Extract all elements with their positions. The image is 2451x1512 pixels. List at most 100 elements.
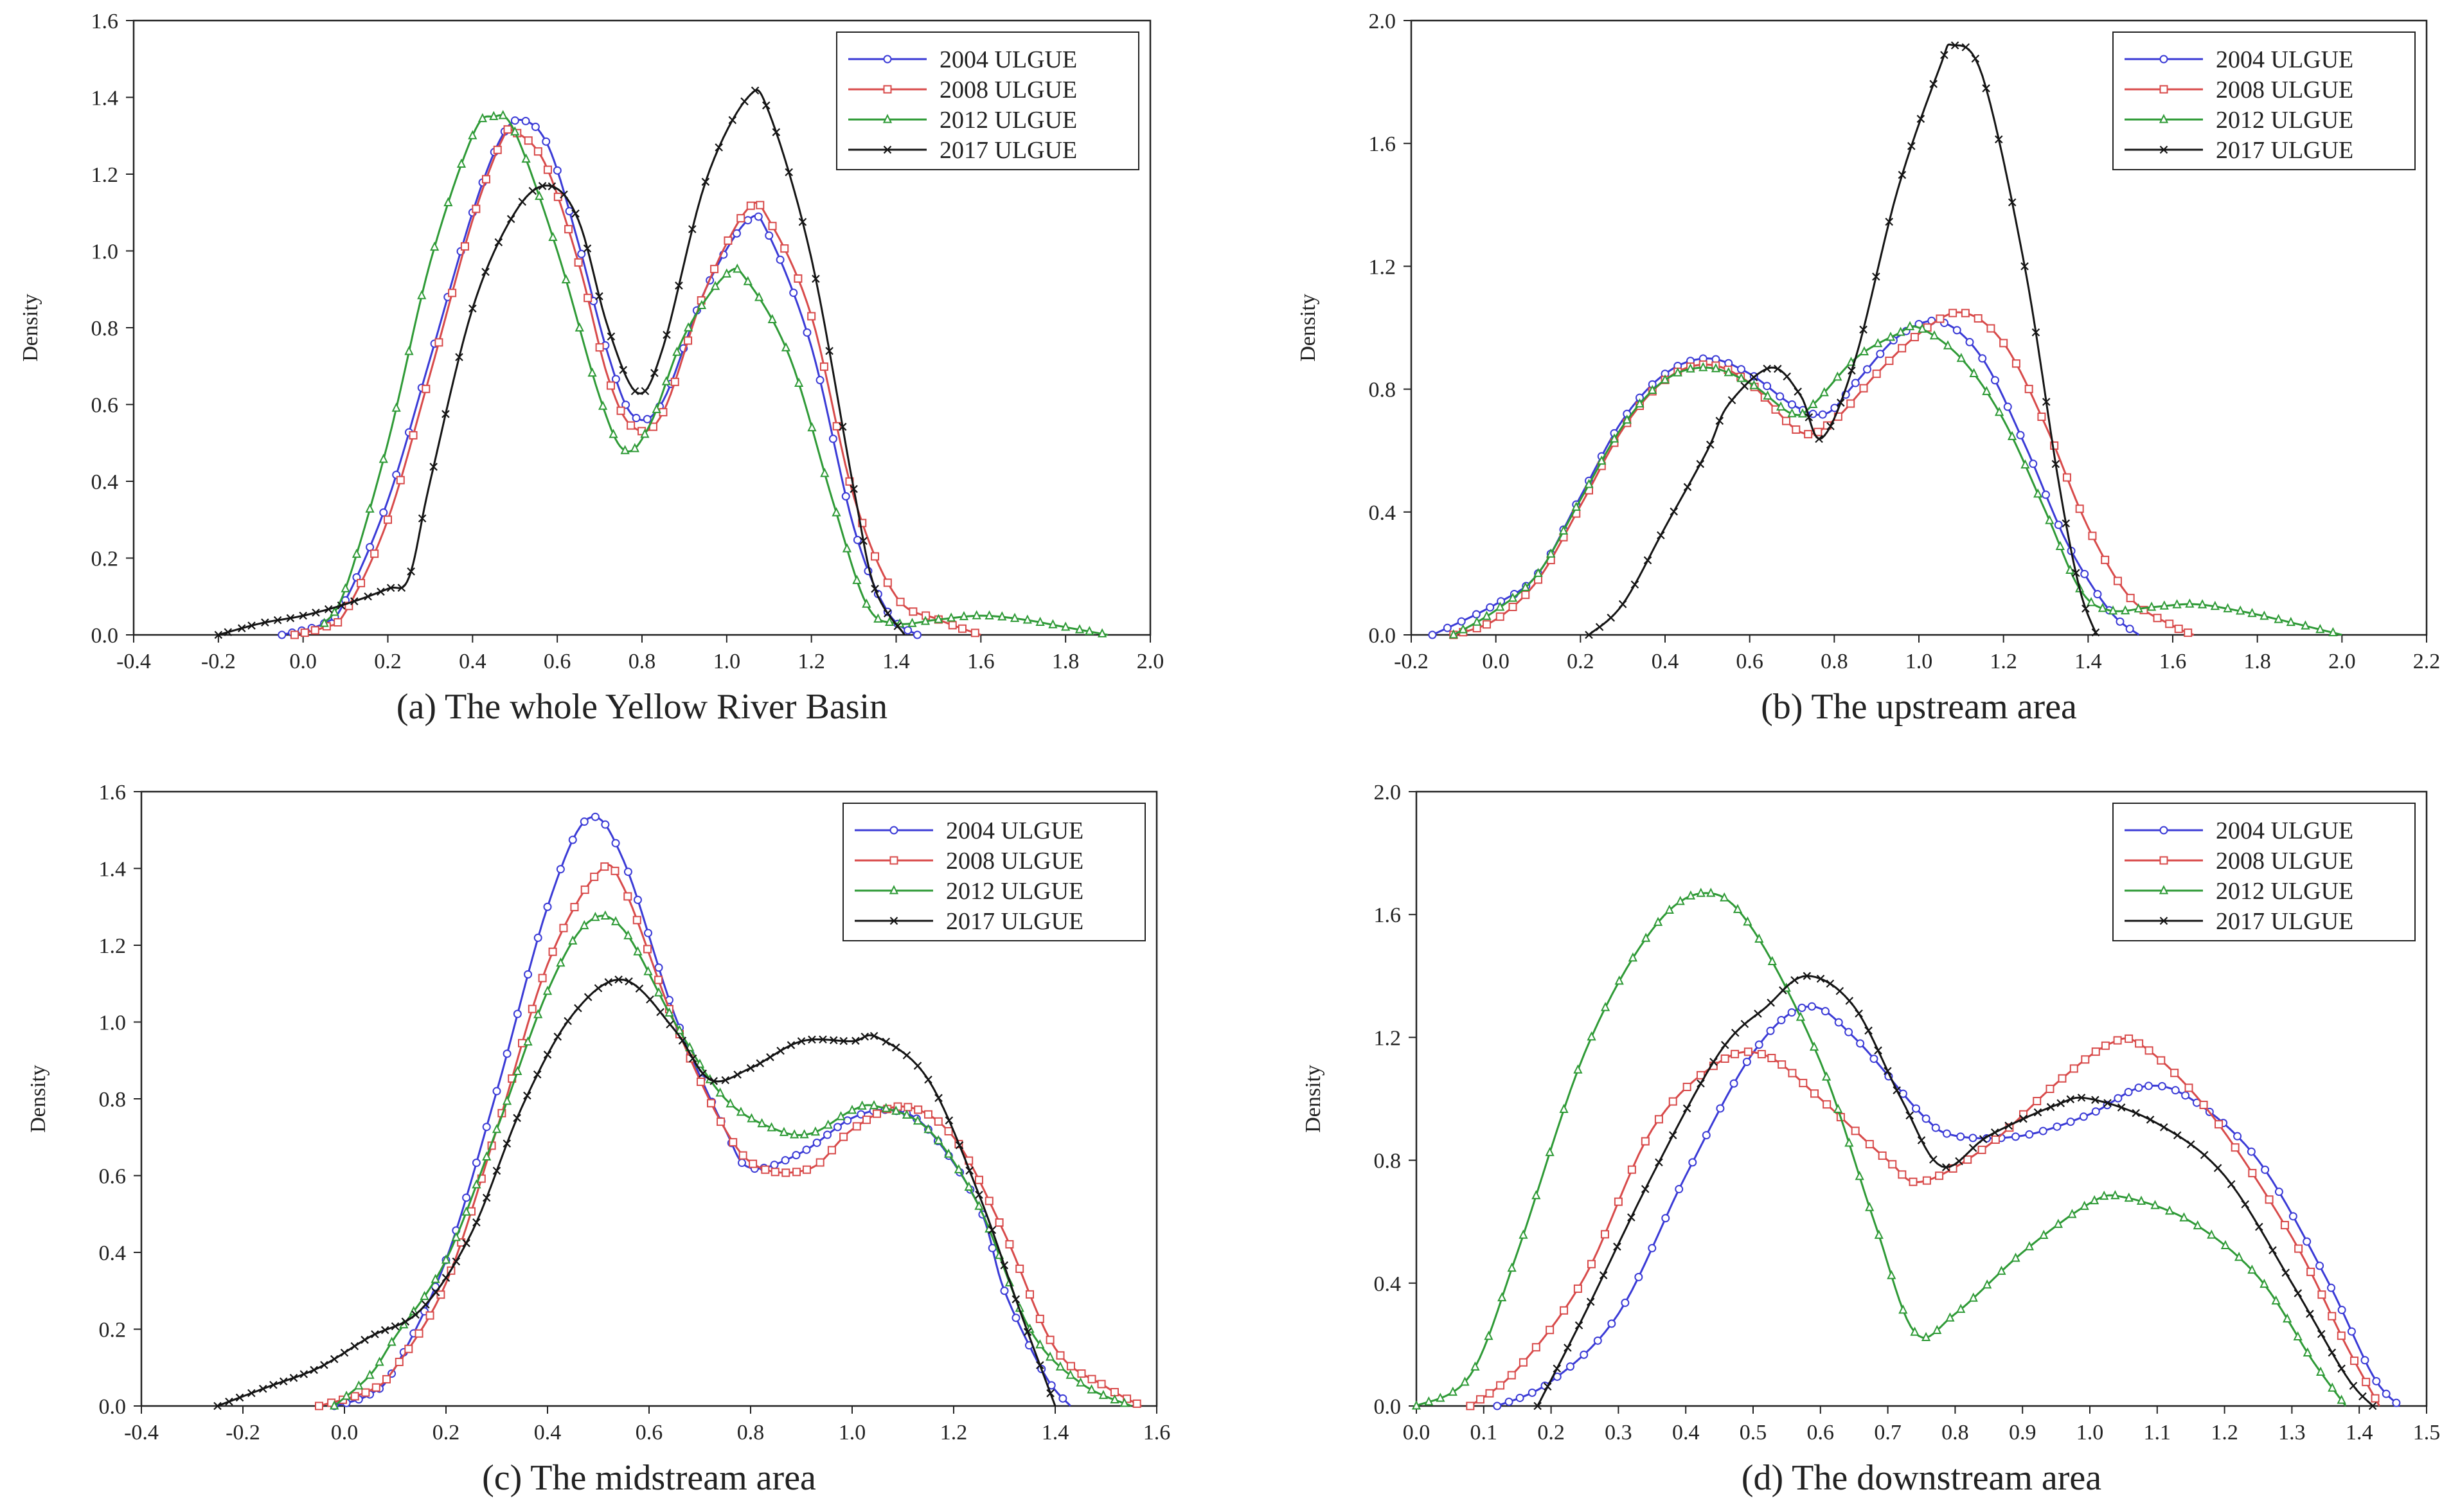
- data-point-2012: [1497, 1292, 1507, 1302]
- data-point-2008: [290, 630, 299, 639]
- data-point-2008: [1066, 1362, 1075, 1371]
- series-line-2017: [218, 89, 905, 636]
- data-point-2008: [2113, 1036, 2122, 1045]
- data-point-2017: [2200, 1151, 2209, 1159]
- data-point-2012: [1546, 548, 1556, 558]
- data-point-2008: [2113, 576, 2122, 585]
- data-point-2008: [1015, 1264, 1024, 1273]
- data-point-2012: [387, 1337, 397, 1346]
- y-tick-label: 1.6: [99, 781, 127, 805]
- data-point-2008: [2037, 413, 2046, 422]
- data-point-2017: [650, 369, 659, 377]
- data-point-2017: [1790, 976, 1799, 984]
- data-point-2008: [736, 214, 745, 223]
- data-point-2017: [584, 993, 593, 1001]
- y-tick-label: 0.8: [99, 1088, 127, 1112]
- data-point-2004: [2274, 1187, 2283, 1196]
- data-point-2008: [724, 236, 733, 245]
- data-point-2017: [2091, 628, 2100, 637]
- x-tick-label: 0.5: [1740, 1421, 1767, 1445]
- data-point-2017: [312, 609, 320, 617]
- data-point-2012: [902, 1109, 912, 1119]
- data-point-2017: [299, 611, 307, 620]
- data-point-2012: [561, 274, 571, 284]
- data-point-2012: [2124, 1192, 2134, 1202]
- legend: 2004 ULGUE 2008 ULGUE 2012 ULGUE 2017 ULGUE: [2112, 31, 2416, 170]
- data-point-2012: [972, 610, 981, 619]
- data-point-2012: [1706, 887, 1716, 897]
- data-point-2008: [395, 1357, 404, 1366]
- data-point-2017: [213, 1401, 222, 1410]
- data-point-2008: [1823, 1100, 1832, 1109]
- data-point-2012: [1921, 1331, 1931, 1342]
- data-point-2004: [462, 1193, 471, 1202]
- data-point-2012: [1587, 1031, 1596, 1041]
- data-point-2017: [1731, 1028, 1740, 1037]
- data-point-2012: [1833, 1103, 1843, 1113]
- data-point-2017: [913, 1062, 922, 1070]
- data-point-2008: [914, 1105, 923, 1114]
- data-point-2012: [409, 1306, 418, 1315]
- data-point-2017: [851, 1036, 860, 1045]
- data-point-2004: [2347, 1327, 2356, 1336]
- data-point-2012: [1584, 479, 1594, 488]
- data-point-2004: [1472, 610, 1481, 619]
- data-point-2017: [273, 616, 282, 625]
- legend-marker: [2159, 145, 2168, 154]
- data-point-2017: [1816, 974, 1825, 983]
- data-point-2012: [2274, 614, 2283, 623]
- data-point-2008: [425, 1311, 434, 1320]
- data-point-2008: [794, 274, 803, 283]
- data-point-2017: [1794, 387, 1802, 396]
- data-point-2017: [1917, 1136, 1926, 1144]
- legend-item-2012: 2012 ULGUE: [855, 878, 1083, 905]
- data-point-2004: [524, 970, 533, 979]
- data-point-2008: [1757, 1050, 1766, 1059]
- x-tick-label: 0.4: [1652, 650, 1679, 673]
- series-2017: [214, 86, 905, 639]
- data-point-2004: [2233, 1132, 2242, 1141]
- data-point-2008: [1865, 1140, 1874, 1149]
- data-point-2004: [1797, 1003, 1806, 1012]
- x-tick-label: 0.8: [628, 650, 656, 673]
- data-point-2012: [1994, 406, 2004, 416]
- data-point-2017: [1950, 41, 1959, 49]
- x-tick-label: 1.2: [2211, 1421, 2238, 1445]
- data-point-2017: [1884, 1067, 1892, 1076]
- x-tick-label: 1.0: [839, 1421, 866, 1445]
- data-point-2008: [1804, 430, 1813, 439]
- data-point-2004: [591, 812, 600, 821]
- data-point-2008: [1872, 369, 1881, 378]
- data-point-2012: [726, 1098, 735, 1108]
- data-point-2017: [1607, 614, 1616, 622]
- data-point-2012: [767, 314, 777, 324]
- data-point-2017: [812, 274, 820, 283]
- data-point-2004: [1766, 1026, 1775, 1035]
- data-point-2008: [538, 974, 547, 983]
- data-point-2012: [820, 468, 830, 477]
- data-point-2008: [1132, 1399, 1141, 1408]
- data-point-2004: [1504, 1397, 1513, 1406]
- data-point-2012: [733, 263, 742, 273]
- data-point-2012: [2121, 605, 2130, 615]
- data-point-2008: [1507, 1371, 1516, 1380]
- x-tick-label: 0.0: [331, 1421, 359, 1445]
- data-point-2012: [2259, 610, 2269, 620]
- data-point-2012: [1696, 887, 1706, 897]
- data-point-2012: [794, 377, 804, 387]
- data-point-2004: [1607, 1319, 1616, 1328]
- data-point-2012: [352, 548, 362, 558]
- data-point-2008: [2075, 504, 2084, 513]
- y-tick-label: 1.6: [91, 10, 119, 33]
- data-point-2012: [1969, 368, 1979, 377]
- data-point-2012: [684, 322, 693, 332]
- data-point-2017: [1740, 1020, 1749, 1028]
- data-point-2012: [430, 241, 440, 251]
- data-point-2017: [1835, 986, 1844, 995]
- data-point-2017: [1905, 1111, 1914, 1120]
- data-point-2017: [1618, 600, 1627, 609]
- data-point-2008: [1810, 1089, 1819, 1098]
- x-tick-label: 0.4: [459, 650, 486, 673]
- data-point-2008: [1846, 399, 1855, 408]
- data-point-2008: [1496, 1381, 1505, 1390]
